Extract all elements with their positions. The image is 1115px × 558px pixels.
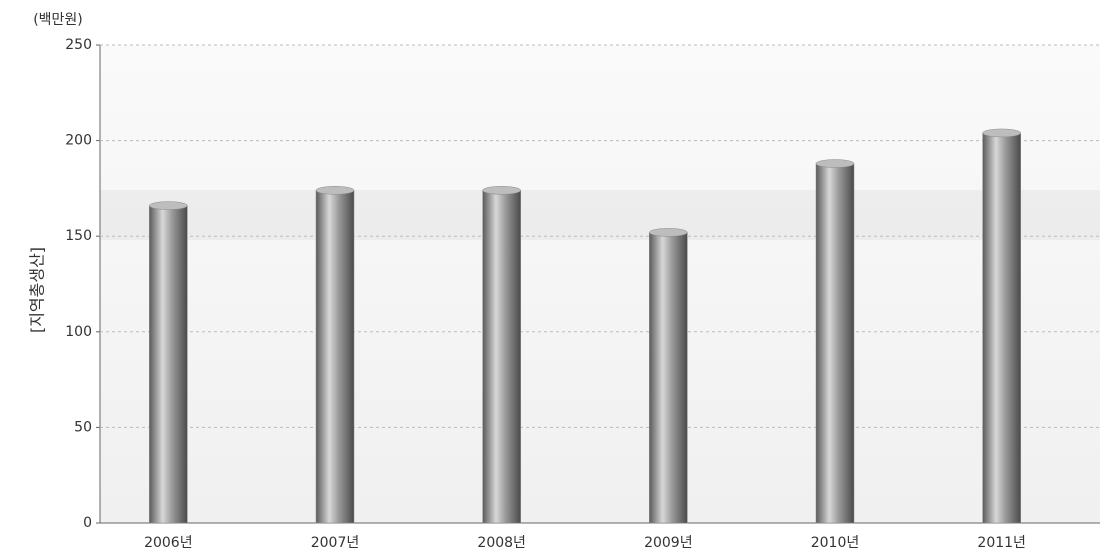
y-tick-label: 100 [65, 324, 92, 340]
background-decoration [100, 190, 1100, 240]
bar-cap [315, 186, 355, 195]
bar-cap [982, 128, 1021, 138]
y-tick-label: 200 [65, 133, 92, 149]
y-tick-label: 250 [65, 37, 92, 53]
bar-cap [815, 159, 855, 168]
y-tick-label: 50 [74, 419, 92, 435]
bar [482, 190, 521, 524]
bar-cap [149, 201, 188, 210]
y-axis-title: [지역총생산] [28, 247, 47, 333]
x-tick-label: 2006년 [144, 535, 193, 551]
x-tick-label: 2011년 [977, 535, 1026, 551]
bar [815, 163, 855, 524]
x-tick-label: 2007년 [311, 535, 360, 551]
unit-label: (백만원) [33, 12, 83, 28]
bar [315, 190, 355, 524]
bar [982, 132, 1021, 524]
bar [649, 232, 688, 524]
x-tick-label: 2008년 [477, 535, 526, 551]
y-tick-label: 0 [83, 515, 92, 531]
y-tick-label: 150 [65, 228, 92, 244]
x-tick-label: 2009년 [644, 535, 693, 551]
bar-cap [482, 186, 521, 195]
bar-cap [649, 228, 688, 237]
plot-background [100, 45, 1100, 523]
bar [149, 205, 188, 524]
x-tick-label: 2010년 [811, 535, 860, 551]
